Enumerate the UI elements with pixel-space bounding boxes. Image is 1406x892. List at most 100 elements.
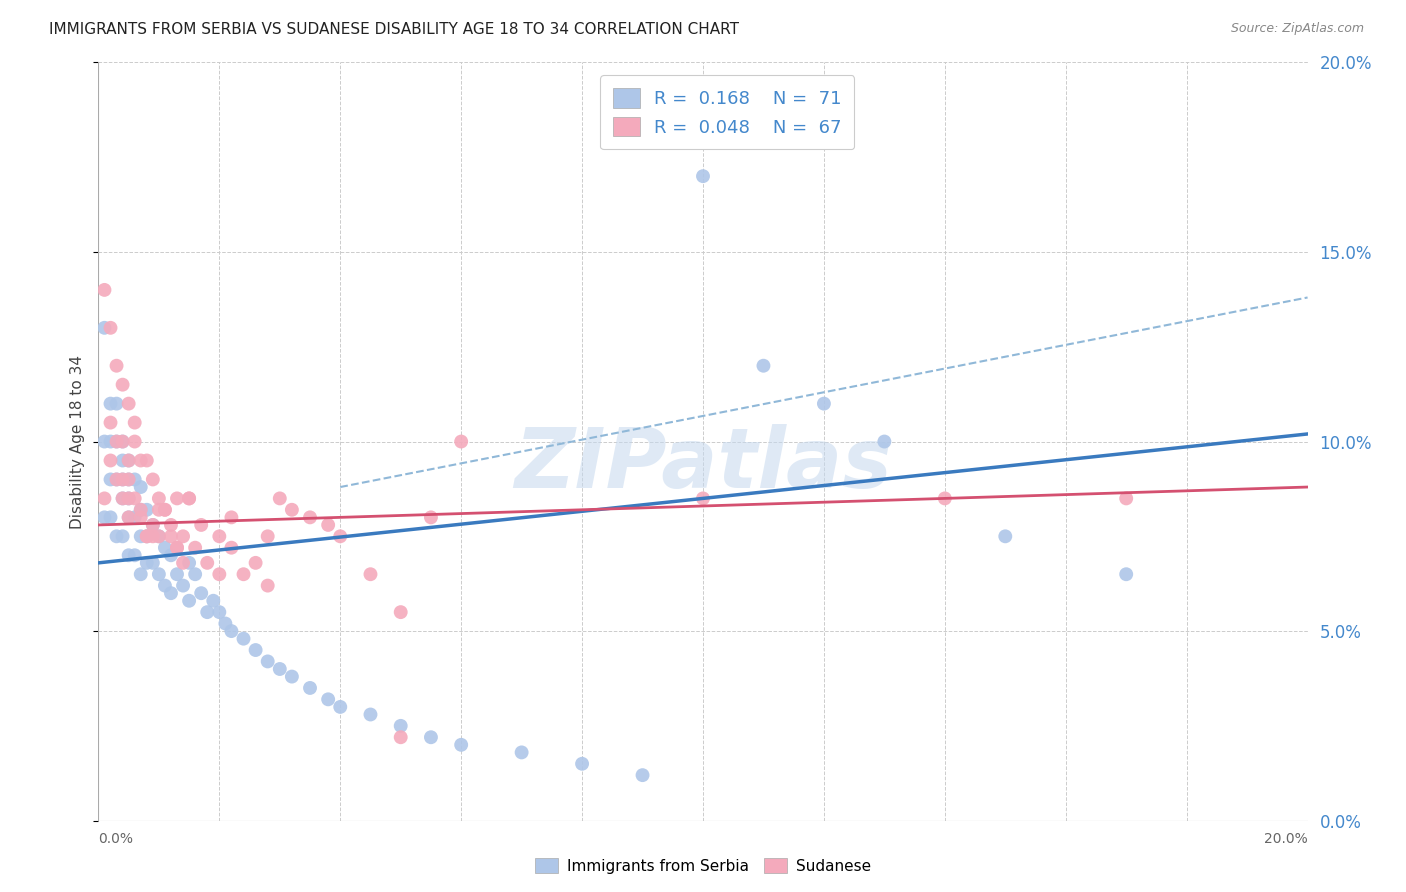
Point xyxy=(129,529,152,543)
Point xyxy=(153,503,176,517)
Point xyxy=(100,396,122,410)
Point xyxy=(129,567,152,582)
Point xyxy=(135,529,157,543)
Point xyxy=(631,768,654,782)
Point xyxy=(172,529,194,543)
Point xyxy=(118,510,141,524)
Point xyxy=(93,491,115,506)
Point xyxy=(269,491,291,506)
Point xyxy=(135,453,157,467)
Point xyxy=(389,719,412,733)
Point xyxy=(124,434,146,449)
Point xyxy=(153,503,176,517)
Point xyxy=(100,510,122,524)
Point xyxy=(571,756,593,771)
Point xyxy=(124,416,146,430)
Point xyxy=(142,473,165,487)
Point xyxy=(142,517,165,532)
Point xyxy=(1115,491,1137,506)
Point xyxy=(105,473,128,487)
Point xyxy=(129,503,152,517)
Text: Source: ZipAtlas.com: Source: ZipAtlas.com xyxy=(1230,22,1364,36)
Point xyxy=(118,510,141,524)
Point xyxy=(221,624,243,639)
Point xyxy=(111,434,134,449)
Point xyxy=(166,567,188,582)
Point xyxy=(148,491,170,506)
Point xyxy=(118,548,141,563)
Point xyxy=(256,579,278,593)
Point xyxy=(184,541,207,555)
Point xyxy=(450,434,472,449)
Point xyxy=(124,491,146,506)
Point xyxy=(281,503,304,517)
Point xyxy=(124,473,146,487)
Point xyxy=(360,567,382,582)
Point xyxy=(118,473,141,487)
Point xyxy=(245,643,267,657)
Point xyxy=(202,594,225,608)
Point xyxy=(153,579,176,593)
Point xyxy=(179,556,201,570)
Point xyxy=(118,491,141,506)
Point xyxy=(256,655,278,669)
Point xyxy=(420,730,443,744)
Point xyxy=(329,699,352,714)
Point xyxy=(166,541,188,555)
Point xyxy=(692,169,714,184)
Point xyxy=(129,453,152,467)
Point xyxy=(93,434,115,449)
Point xyxy=(100,320,122,334)
Point xyxy=(316,692,339,706)
Point xyxy=(118,491,141,506)
Point xyxy=(93,283,115,297)
Point xyxy=(111,377,134,392)
Point xyxy=(111,473,134,487)
Point xyxy=(111,473,134,487)
Point xyxy=(111,491,134,506)
Point xyxy=(994,529,1017,543)
Point xyxy=(190,517,212,532)
Point xyxy=(105,359,128,373)
Point xyxy=(105,473,128,487)
Point xyxy=(129,510,152,524)
Point xyxy=(172,579,194,593)
Point xyxy=(172,556,194,570)
Point xyxy=(118,453,141,467)
Text: 20.0%: 20.0% xyxy=(1264,832,1308,846)
Point xyxy=(813,396,835,410)
Point xyxy=(93,510,115,524)
Point xyxy=(208,605,231,619)
Point xyxy=(873,434,896,449)
Point xyxy=(934,491,956,506)
Point xyxy=(111,529,134,543)
Point xyxy=(190,586,212,600)
Point xyxy=(153,541,176,555)
Y-axis label: Disability Age 18 to 34: Disability Age 18 to 34 xyxy=(70,354,86,529)
Point xyxy=(256,529,278,543)
Point xyxy=(111,434,134,449)
Point xyxy=(221,510,243,524)
Point xyxy=(135,503,157,517)
Point xyxy=(316,517,339,532)
Point xyxy=(179,594,201,608)
Text: 0.0%: 0.0% xyxy=(98,832,134,846)
Point xyxy=(105,434,128,449)
Point xyxy=(208,567,231,582)
Point xyxy=(135,529,157,543)
Point xyxy=(389,605,412,619)
Point xyxy=(100,416,122,430)
Point xyxy=(692,491,714,506)
Point xyxy=(93,320,115,334)
Point xyxy=(281,669,304,684)
Point xyxy=(184,567,207,582)
Point xyxy=(118,453,141,467)
Point xyxy=(160,548,183,563)
Point xyxy=(269,662,291,676)
Point xyxy=(232,567,254,582)
Point xyxy=(100,453,122,467)
Point xyxy=(105,529,128,543)
Point xyxy=(752,359,775,373)
Point xyxy=(329,529,352,543)
Point xyxy=(179,491,201,506)
